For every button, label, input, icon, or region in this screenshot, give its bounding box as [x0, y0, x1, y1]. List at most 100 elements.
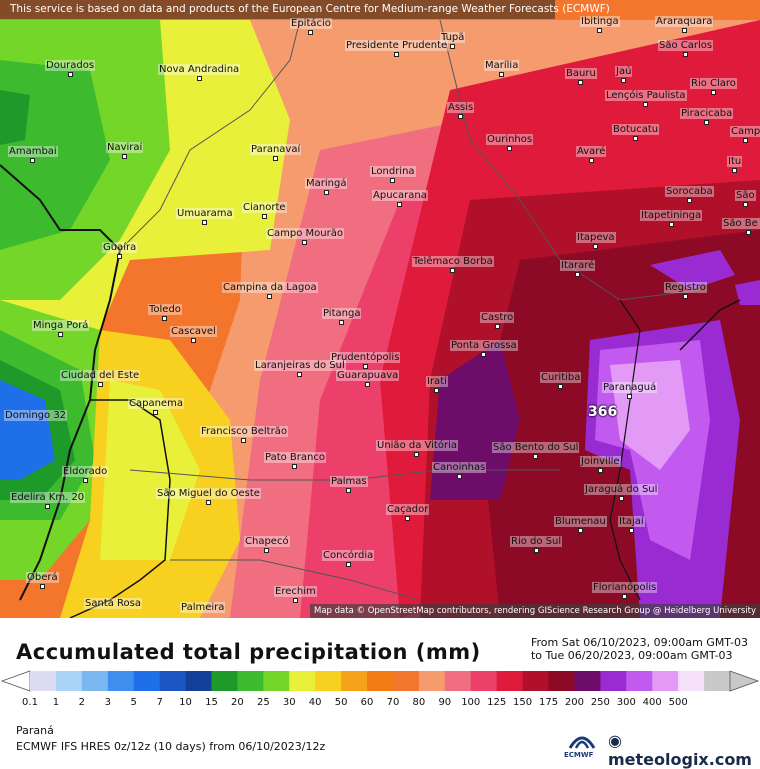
city-sao-bento-do-sul[interactable]: São Bento do Sul	[492, 442, 580, 459]
city-marker	[397, 202, 403, 207]
city-label: Tupã	[440, 32, 466, 43]
city-campina-da-lagoa[interactable]: Campina da Lagoa	[222, 282, 318, 299]
city-palmas[interactable]: Palmas	[330, 476, 368, 493]
city-londrina[interactable]: Londrina	[370, 166, 416, 183]
city-sao[interactable]: São	[735, 190, 756, 207]
city-campo-mourao[interactable]: Campo Mourão	[266, 228, 344, 245]
city-concordia[interactable]: Concórdia	[322, 550, 375, 567]
city-jau[interactable]: Jaú	[615, 66, 633, 83]
city-assis[interactable]: Assis	[447, 102, 475, 119]
city-itajai[interactable]: Itajaí	[618, 516, 645, 533]
city-piracicaba[interactable]: Piracicaba	[680, 108, 734, 125]
city-amambai[interactable]: Amambai	[8, 146, 58, 163]
city-pato-branco[interactable]: Pato Branco	[264, 452, 326, 469]
city-minga-pora[interactable]: Minga Porá	[32, 320, 90, 337]
city-maringa[interactable]: Maringá	[305, 178, 348, 195]
city-joinville[interactable]: Joinville	[580, 456, 621, 473]
city-capanema[interactable]: Capanema	[128, 398, 184, 415]
city-blumenau[interactable]: Blumenau	[554, 516, 607, 533]
scale-tick-label: 200	[564, 697, 584, 708]
city-botucatu[interactable]: Botucatu	[612, 124, 660, 141]
city-label: Laranjeiras do Sul	[254, 360, 346, 371]
city-eldorado[interactable]: Eldorado	[62, 466, 109, 483]
city-paranavai[interactable]: Paranavaí	[250, 144, 302, 161]
city-cacador[interactable]: Caçador	[386, 504, 430, 521]
city-pitanga[interactable]: Pitanga	[322, 308, 362, 325]
city-francisco-beltrao[interactable]: Francisco Beltrão	[200, 426, 288, 443]
city-curitiba[interactable]: Curitiba	[540, 372, 582, 389]
scale-swatch	[367, 671, 394, 691]
city-lencois-paulista[interactable]: Lençóis Paulista	[605, 90, 687, 107]
city-marilia[interactable]: Marília	[484, 60, 520, 77]
city-navirai[interactable]: Naviraí	[106, 142, 144, 159]
city-guarapuava[interactable]: Guarapuava	[336, 370, 400, 387]
city-itu[interactable]: Itu	[727, 156, 743, 173]
city-ibitinga[interactable]: Ibitinga	[580, 16, 620, 33]
city-prudentopolis[interactable]: Prudentópolis	[330, 352, 401, 369]
scale-tick-label: 500	[668, 697, 688, 708]
map-attribution[interactable]: Map data © OpenStreetMap contributors, r…	[310, 604, 760, 618]
city-ciudad-del-este[interactable]: Ciudad del Este	[60, 370, 141, 387]
city-apucarana[interactable]: Apucarana	[372, 190, 428, 207]
scale-tick-label: 20	[231, 697, 244, 708]
city-uniao-da-vitoria[interactable]: União da Vitória	[376, 440, 458, 457]
city-marker	[683, 52, 689, 57]
scale-tick-label: 90	[438, 697, 452, 708]
city-presidente-prudente[interactable]: Presidente Prudente	[345, 40, 449, 57]
city-nova-andradina[interactable]: Nova Andradina	[158, 64, 241, 81]
city-umuarama[interactable]: Umuarama	[176, 208, 234, 225]
city-irati[interactable]: Irati	[426, 376, 448, 393]
city-label: Pato Branco	[264, 452, 326, 463]
city-rio-claro[interactable]: Rio Claro	[690, 78, 737, 95]
city-toledo[interactable]: Toledo	[148, 304, 182, 321]
city-marker	[346, 488, 352, 493]
city-cianorte[interactable]: Cianorte	[242, 202, 287, 219]
city-chapeco[interactable]: Chapecó	[244, 536, 290, 553]
city-camp[interactable]: Camp	[730, 126, 760, 143]
scale-tick-label: 3	[104, 697, 111, 708]
city-registro[interactable]: Registro	[664, 282, 707, 299]
city-sorocaba[interactable]: Sorocaba	[665, 186, 714, 203]
city-araraquara[interactable]: Araraquara	[655, 16, 714, 33]
city-label: Marília	[484, 60, 520, 71]
scale-tick-label: 30	[282, 697, 296, 708]
city-laranjeiras-do-sul[interactable]: Laranjeiras do Sul	[254, 360, 346, 377]
city-label: Chapecó	[244, 536, 290, 547]
city-jaragua-do-sul[interactable]: Jaraguá do Sul	[584, 484, 659, 501]
city-itarare[interactable]: Itararé	[560, 260, 596, 277]
city-epitacio[interactable]: Epitácio	[290, 18, 332, 35]
city-itapeva[interactable]: Itapeva	[576, 232, 616, 249]
city-domingo[interactable]: Domingo 32	[4, 410, 68, 421]
city-itapetininga[interactable]: Itapetininga	[640, 210, 703, 227]
city-guaira[interactable]: Guaíra	[102, 242, 138, 259]
city-sao-carlos[interactable]: São Carlos	[658, 40, 714, 57]
city-palmeira[interactable]: Palmeira	[180, 602, 226, 613]
city-castro[interactable]: Castro	[480, 312, 515, 329]
city-paranagua[interactable]: Paranaguá	[602, 382, 658, 399]
city-label: Paranavaí	[250, 144, 302, 155]
city-santa-rosa[interactable]: Santa Rosa	[84, 598, 142, 609]
scale-swatch	[211, 671, 238, 691]
city-cascavel[interactable]: Cascavel	[170, 326, 217, 343]
city-ponta-grossa[interactable]: Ponta Grossa	[450, 340, 518, 357]
city-avare[interactable]: Avaré	[576, 146, 607, 163]
city-erechim[interactable]: Erechim	[274, 586, 317, 603]
precipitation-map[interactable]: This service is based on data and produc…	[0, 0, 760, 618]
city-obera[interactable]: Oberá	[26, 572, 59, 589]
meteologix-brand[interactable]: ◉ meteologix.com	[608, 731, 760, 769]
city-edelira[interactable]: Edelira Km. 20	[10, 492, 86, 509]
city-ourinhos[interactable]: Ourinhos	[486, 134, 534, 151]
city-sao-be-do[interactable]: São Be do	[722, 218, 760, 235]
city-dourados[interactable]: Dourados	[45, 60, 96, 77]
city-florianopolis[interactable]: Florianópolis	[592, 582, 658, 599]
city-label: Camp	[730, 126, 760, 137]
city-telemaco-borba[interactable]: Telêmaco Borba	[412, 256, 494, 273]
city-canoinhas[interactable]: Canoinhas	[432, 462, 487, 479]
city-sao-miguel-do-oeste[interactable]: São Miguel do Oeste	[156, 488, 261, 505]
city-bauru[interactable]: Bauru	[565, 68, 597, 85]
city-marker	[732, 168, 738, 173]
city-rio-do-sul[interactable]: Rio do Sul	[510, 536, 563, 553]
city-label: Canoinhas	[432, 462, 487, 473]
city-marker	[162, 316, 168, 321]
city-tupa[interactable]: Tupã	[440, 32, 466, 49]
